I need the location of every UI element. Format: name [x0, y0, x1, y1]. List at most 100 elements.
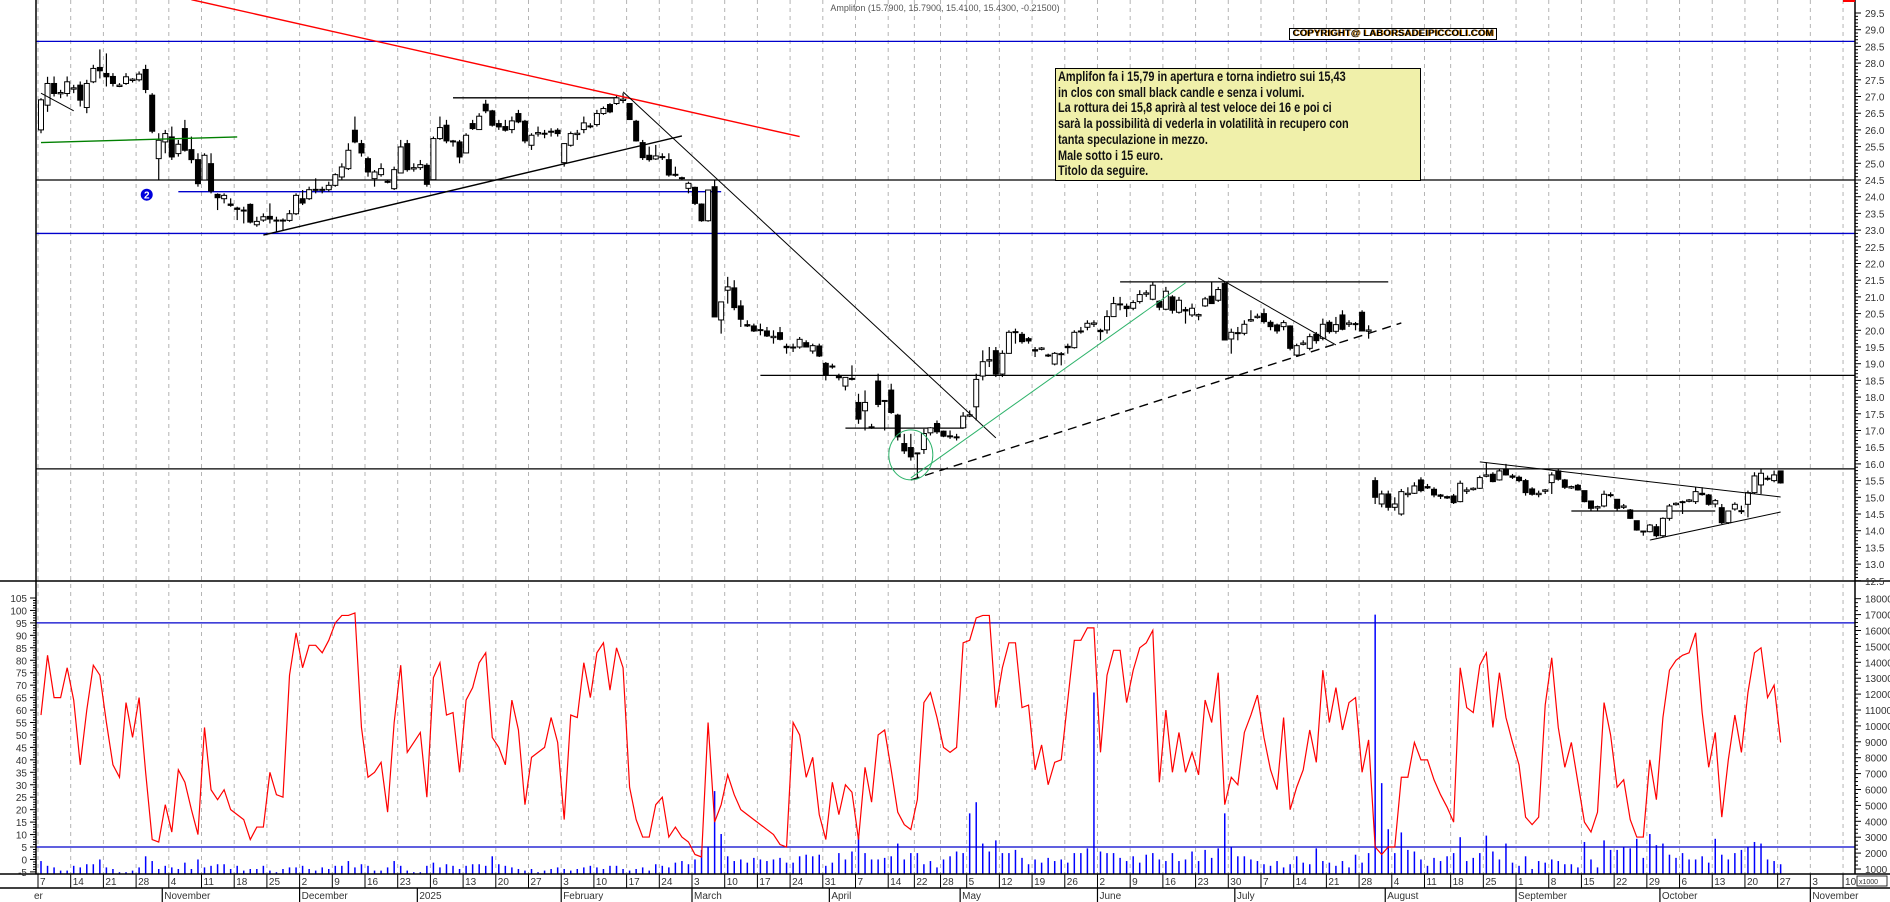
candle-body	[129, 78, 136, 81]
price-tick-label: 21.0	[1865, 293, 1885, 304]
date-tick-label: 21	[1328, 877, 1340, 888]
candle-body	[312, 188, 319, 191]
candle-body	[1123, 305, 1130, 310]
candle	[1686, 498, 1693, 503]
candle-body	[1614, 498, 1621, 509]
candle	[979, 350, 986, 381]
oscillator-tick-label: 35	[16, 768, 28, 779]
candle	[646, 146, 653, 162]
candle-body	[1444, 496, 1451, 499]
candle-body	[1509, 475, 1516, 478]
candle	[894, 413, 901, 441]
price-tick-label: 24.0	[1865, 193, 1885, 204]
candle-body	[907, 447, 914, 458]
candle-body	[1143, 292, 1150, 295]
candle-body	[515, 113, 522, 123]
candle-body	[757, 329, 764, 332]
candle	[1162, 286, 1169, 311]
price-tick-label: 23.0	[1865, 226, 1885, 237]
candle	[319, 186, 326, 194]
candle-body	[973, 378, 980, 408]
date-tick-label: 4	[1394, 877, 1400, 888]
candle	[109, 73, 116, 87]
candle	[476, 113, 483, 131]
date-tick-label: 5	[969, 877, 975, 888]
candle-body	[1097, 329, 1104, 333]
candle-body	[875, 380, 882, 405]
candle-body	[234, 207, 241, 210]
candle-body	[332, 174, 339, 186]
candle	[692, 186, 698, 206]
candle	[1574, 483, 1581, 491]
candle-body	[1300, 342, 1307, 345]
candle-body	[783, 345, 790, 349]
candle-body	[1764, 477, 1771, 480]
candle-body	[142, 68, 149, 90]
candle	[528, 133, 535, 150]
candle	[175, 139, 182, 157]
date-tick-label: 2	[1099, 877, 1105, 888]
candle	[1058, 352, 1065, 366]
candle-body	[1012, 331, 1019, 334]
support-resistance-levels	[36, 40, 1855, 512]
candle	[1444, 495, 1451, 499]
trendlines	[40, 0, 1781, 541]
candle-body	[38, 99, 44, 131]
volume-bars	[40, 614, 1782, 874]
candle-body	[1496, 470, 1503, 481]
candle-body	[266, 215, 273, 220]
candle	[1071, 330, 1078, 349]
candle-body	[1306, 336, 1313, 349]
trendline	[622, 91, 997, 439]
oscillator-tick-label: 0	[21, 855, 27, 866]
candle-body	[221, 194, 228, 200]
candle-body	[1241, 323, 1248, 334]
candle	[705, 189, 712, 222]
volume-tick-label: 10000	[1865, 722, 1890, 733]
candle	[763, 326, 770, 337]
price-tick-label: 27.0	[1865, 93, 1885, 104]
candle-body	[548, 130, 555, 133]
candle	[1437, 493, 1444, 499]
candle	[1731, 502, 1738, 511]
candle-body	[1162, 290, 1169, 310]
candle	[757, 323, 764, 336]
oscillator-tick-label: 95	[16, 619, 28, 630]
price-tick-label: 20.0	[1865, 326, 1885, 337]
candle-body	[1189, 307, 1196, 316]
trendline	[40, 136, 238, 144]
candle-body	[489, 110, 496, 126]
candle	[391, 166, 398, 191]
candle-body	[1352, 323, 1359, 326]
candle	[580, 116, 587, 134]
date-tick-label: 24	[661, 877, 673, 888]
candle	[1640, 530, 1647, 536]
candle	[960, 412, 967, 429]
candle	[384, 180, 391, 184]
candle-body	[502, 126, 509, 131]
candle	[1143, 290, 1150, 297]
candle-body	[345, 149, 352, 170]
candle-body	[848, 377, 855, 380]
candle-body	[1431, 488, 1438, 496]
candle	[423, 163, 430, 187]
candle	[1712, 498, 1719, 508]
candle-body	[391, 169, 398, 190]
candle-body	[293, 194, 300, 215]
candle-body	[57, 91, 64, 95]
candle	[698, 203, 705, 222]
candle	[1548, 472, 1555, 494]
candle-body	[561, 143, 568, 164]
candle	[1130, 300, 1137, 311]
date-tick-label: 9	[334, 877, 340, 888]
price-tick-label: 14.5	[1865, 510, 1885, 521]
candle	[463, 133, 470, 154]
candle	[1149, 281, 1156, 301]
oscillator-tick-label: 100	[10, 606, 27, 617]
date-tick-label: 26	[1067, 877, 1079, 888]
candle	[286, 210, 293, 222]
candle	[1470, 487, 1477, 491]
candle	[450, 139, 457, 147]
candle-body	[835, 375, 842, 379]
candle-body	[633, 120, 640, 142]
